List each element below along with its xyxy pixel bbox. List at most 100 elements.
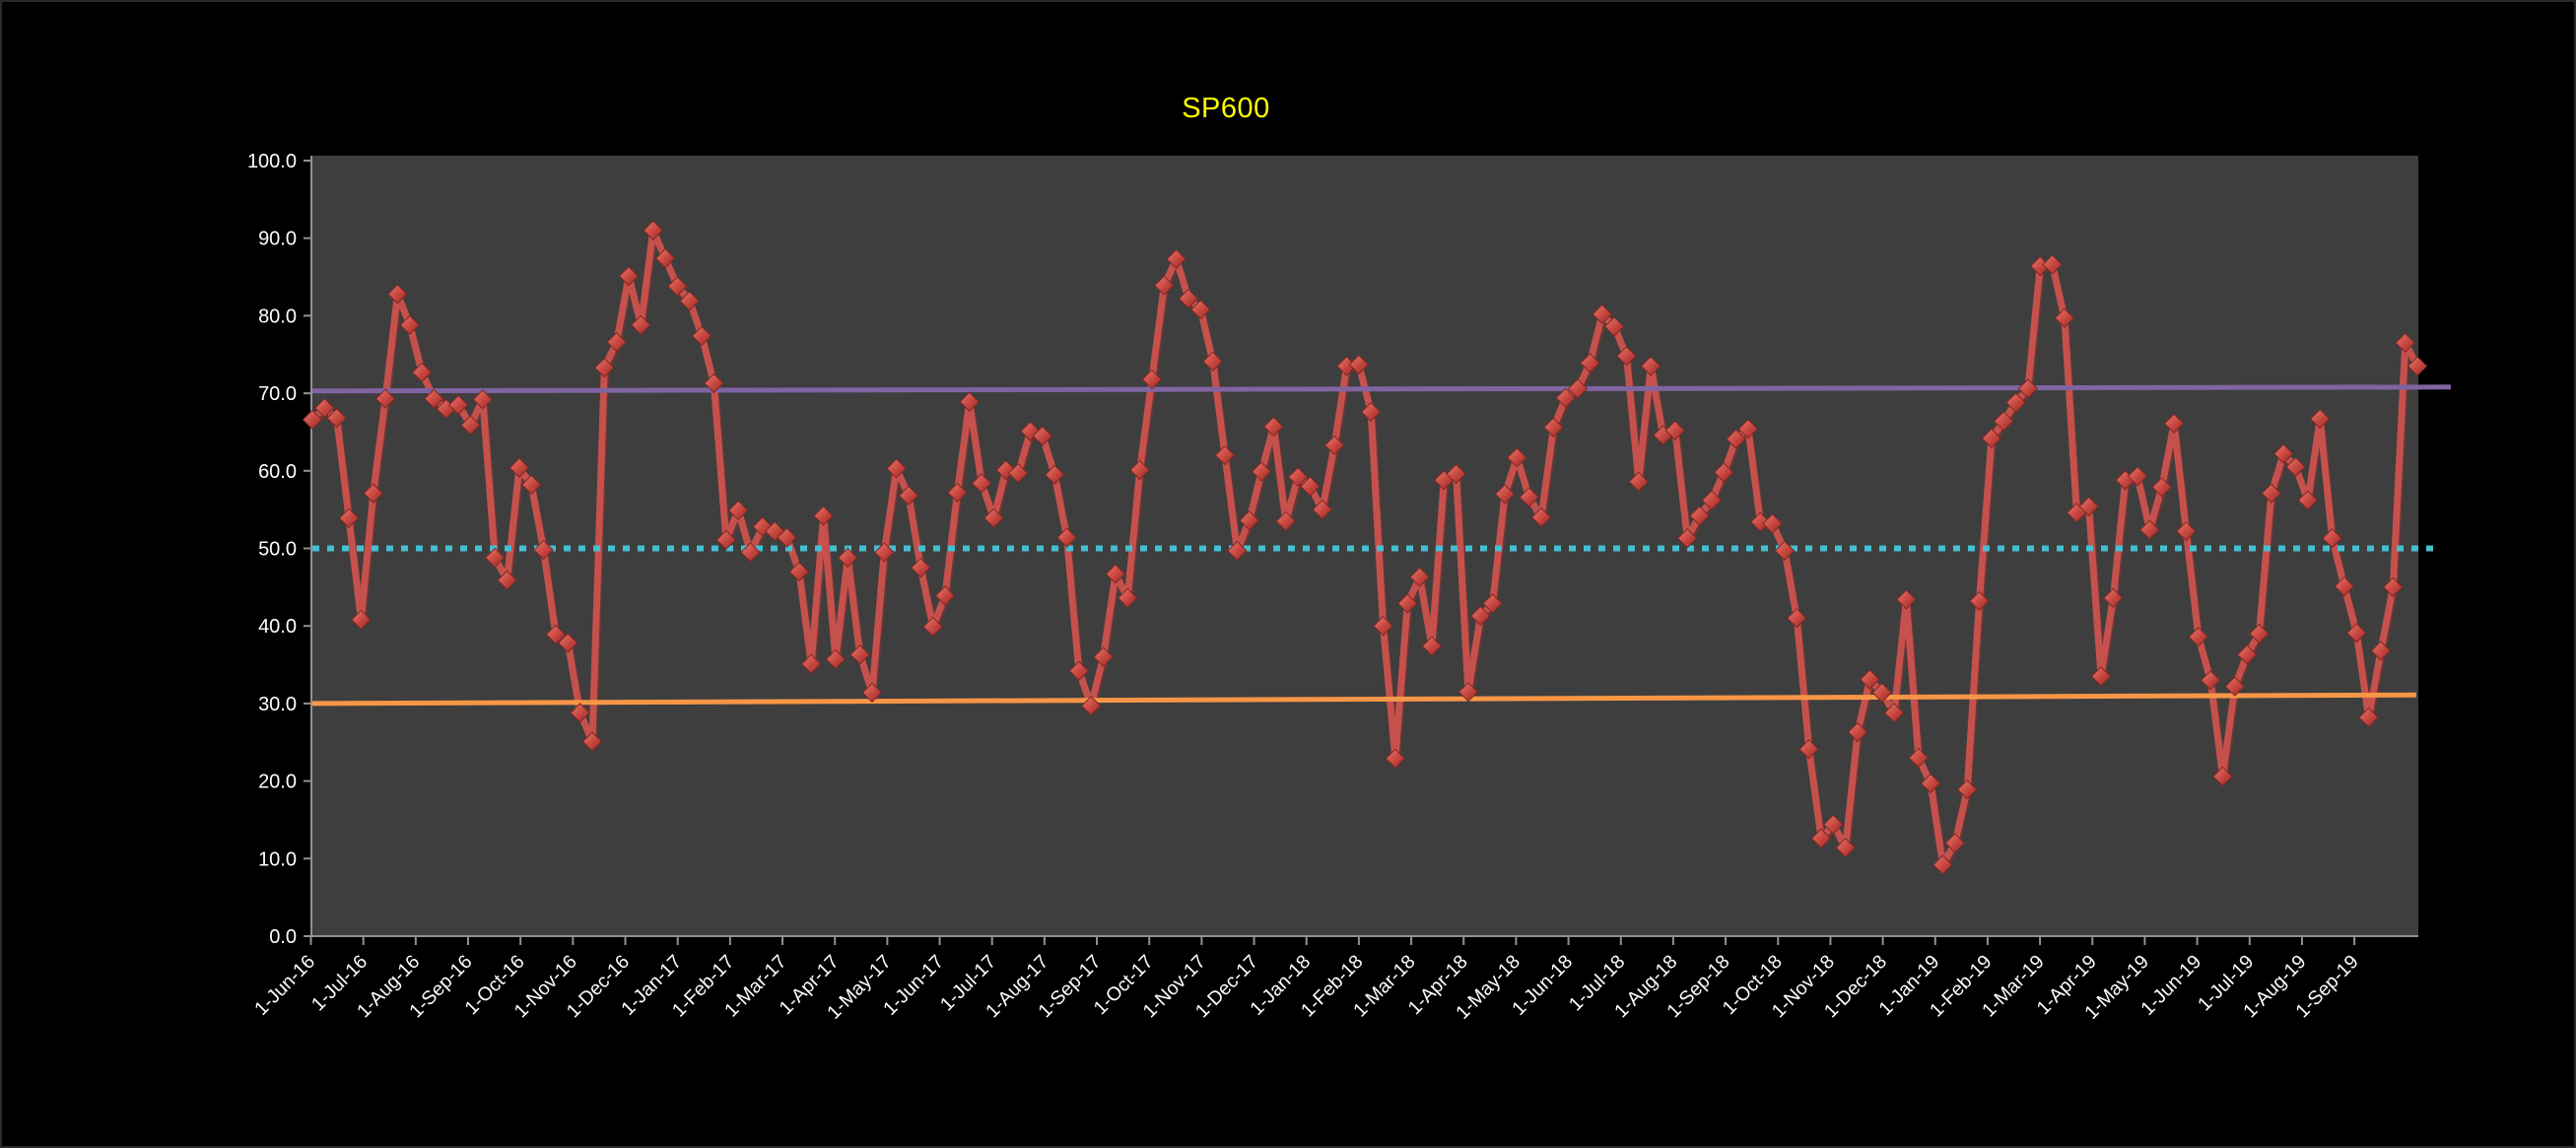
data-point-marker [1847,721,1868,743]
chart-title: SP600 [1182,93,1270,124]
data-point-marker [983,507,1004,529]
data-point-marker [1543,417,1564,438]
data-point-marker [934,585,956,606]
data-point-marker [1750,511,1771,532]
data-point-marker [2261,483,2282,504]
data-point-marker [1105,564,1126,584]
lower-band-line [311,692,2417,707]
data-point-marker [2005,392,2026,413]
data-point-marker [2249,623,2270,644]
data-point-marker [825,648,847,670]
data-point-marker [1908,747,1929,769]
data-point-marker [971,473,992,494]
data-point-marker [2212,766,2233,787]
data-point-marker [727,500,749,521]
data-point-marker [497,570,517,590]
data-point-marker [460,415,481,436]
data-point-marker [1944,833,1966,853]
data-point-marker [606,331,627,353]
data-point-marker [1360,401,1382,423]
data-point-marker [1714,462,1734,483]
data-point-marker [1129,459,1150,481]
data-point-marker [1616,346,1637,367]
y-tick-label: 70.0 [258,383,297,405]
data-point-marker [2407,356,2428,376]
data-point-marker [545,624,567,645]
data-point-marker [2127,466,2148,487]
data-point-marker [1275,510,1296,532]
data-point-marker [326,408,347,429]
data-point-marker [1227,540,1248,562]
data-point-marker [1446,463,1466,485]
data-point-marker [302,409,323,431]
data-point-marker [424,388,444,409]
data-point-marker [911,557,931,578]
data-point-marker [1300,476,1321,497]
data-point-marker [2310,408,2331,430]
data-point-marker [1141,369,1163,390]
data-point-marker [1932,854,1953,875]
upper-band-line [311,384,2452,394]
data-point-marker [2346,623,2367,643]
data-point-marker [1798,739,1819,760]
y-tick-label: 20.0 [258,772,297,793]
y-tick-label: 30.0 [258,694,297,715]
data-point-marker [1239,509,1259,531]
data-point-marker [838,547,858,569]
data-point-marker [411,362,433,383]
data-point-marker [679,291,700,311]
data-point-marker [1251,461,1272,482]
data-point-marker [1519,487,1539,507]
data-point-marker [813,506,834,526]
data-point-marker [1726,429,1746,449]
data-point-marker [1166,248,1186,270]
data-point-marker [898,485,919,506]
data-point-marker [1323,435,1345,456]
data-point-marker [1871,682,1892,704]
data-point-marker [1118,587,1138,609]
data-point-marker [2103,587,2124,609]
data-point-marker [1701,490,1723,510]
data-point-marker [874,542,895,563]
data-point-marker [1202,351,1223,372]
data-point-marker [2236,644,2258,665]
data-point-marker [484,547,506,569]
data-point-marker [1263,416,1284,438]
data-point-marker [1190,299,1211,320]
data-point-marker [351,609,372,631]
data-point-marker [1994,411,2014,432]
data-point-marker [1920,773,1941,794]
data-point-marker [1032,426,1053,446]
data-point-marker [777,527,797,548]
data-point-marker [1737,419,1759,439]
data-point-marker [2383,576,2404,598]
data-point-marker [1640,356,1661,376]
data-point-marker [654,247,676,269]
data-point-marker [667,276,688,297]
x-tick-label: 1-Jun-16 [250,951,319,1020]
data-point-marker [2370,641,2392,661]
data-point-marker [472,389,494,410]
data-point-markers [302,220,2428,875]
data-point-marker [2163,413,2185,435]
data-point-marker [1676,528,1698,549]
data-point-marker [1385,748,1406,769]
data-point-marker [2042,254,2063,275]
data-point-marker [1592,304,1612,325]
data-point-marker [801,653,822,674]
data-point-marker [704,372,724,394]
data-point-marker [2139,519,2160,540]
data-point-marker [1555,387,1576,409]
data-point-marker [1482,593,1503,614]
data-point-marker [1580,353,1600,373]
data-point-marker [1603,316,1625,337]
data-point-marker [1628,471,1650,493]
data-point-marker [1348,354,1370,375]
data-point-marker [1421,636,1443,656]
data-point-marker [1178,288,1199,309]
data-point-marker [1044,464,1065,485]
y-tick-label: 100.0 [247,151,297,172]
data-point-marker [521,474,542,496]
data-point-marker [363,483,383,504]
